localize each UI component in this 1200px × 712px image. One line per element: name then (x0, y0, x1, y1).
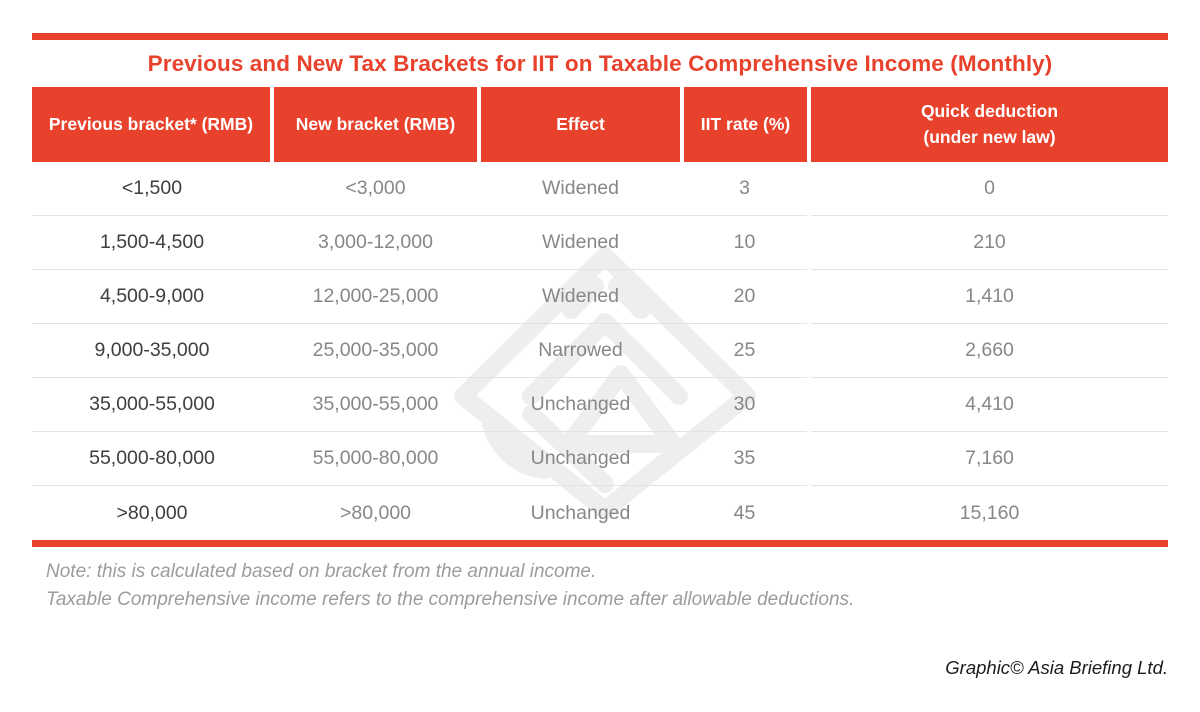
cell: 20 (733, 285, 756, 307)
cell: 3 (739, 177, 750, 199)
cell: 30 (733, 393, 756, 415)
asia-briefing-logo-icon (433, 246, 777, 520)
cell: 1,410 (965, 285, 1014, 307)
row-segment-right: 1,410 (811, 270, 1168, 324)
table-row: >80,000 >80,000 Unchanged 45 15,160 (32, 486, 1168, 540)
cell: 55,000-80,000 (312, 447, 439, 469)
row-segment-right: 4,410 (811, 378, 1168, 432)
row-segment-right: 0 (811, 162, 1168, 216)
cell: 15,160 (959, 501, 1020, 524)
tax-brackets-table: Previous bracket* (RMB) New bracket (RMB… (32, 87, 1168, 540)
cell: 55,000-80,000 (89, 447, 215, 469)
row-segment-left: 1,500-4,500 3,000-12,000 Widened 10 (32, 216, 807, 270)
row-segment-left: <1,500 <3,000 Widened 3 (32, 162, 807, 216)
row-segment-right: 210 (811, 216, 1168, 270)
cell: >80,000 (116, 501, 188, 524)
cell: Narrowed (538, 339, 623, 361)
table-row: 35,000-55,000 35,000-55,000 Unchanged 30 4,4… (32, 378, 1168, 432)
table-row: 1,500-4,500 3,000-12,000 Widened 10 210 (32, 216, 1168, 270)
row-segment-left: 55,000-80,000 55,000-80,000 Unchanged 35 (32, 432, 807, 486)
cell: 3,000-12,000 (318, 231, 433, 253)
cell: Unchanged (530, 501, 631, 524)
title-row: Previous and New Tax Brackets for IIT on… (32, 40, 1168, 87)
row-segment-left: 9,000-35,000 25,000-35,000 Narrowed 25 (32, 324, 807, 378)
table-header-row: Previous bracket* (RMB) New bracket (RMB… (32, 87, 1168, 162)
row-segment-left: 35,000-55,000 35,000-55,000 Unchanged 30 (32, 378, 807, 432)
cell: <3,000 (345, 177, 406, 199)
top-accent-bar (32, 33, 1168, 40)
cell: 25,000-35,000 (312, 339, 439, 361)
cell: 2,660 (965, 339, 1014, 361)
row-segment-right: 15,160 (811, 486, 1168, 540)
cell: 12,000-25,000 (312, 285, 439, 307)
footnotes: Note: this is calculated based on bracke… (32, 547, 1168, 614)
cell: 35 (733, 447, 756, 469)
cell: 35,000-55,000 (89, 393, 215, 415)
cell: 4,410 (965, 393, 1014, 415)
cell: 35,000-55,000 (312, 393, 439, 415)
table-body: <1,500 <3,000 Widened 3 0 1,500-4,500 3,000-12… (32, 162, 1168, 540)
cell: 210 (973, 231, 1006, 253)
table-row: 9,000-35,000 25,000-35,000 Narrowed 25 2,660 (32, 324, 1168, 378)
infographic-canvas: Previous and New Tax Brackets for IIT on… (32, 33, 1168, 614)
table-row: 55,000-80,000 55,000-80,000 Unchanged 35 7,1… (32, 432, 1168, 486)
cell: 1,500-4,500 (99, 231, 205, 253)
cell: Unchanged (530, 447, 631, 469)
note-line-1: Note: this is calculated based on bracke… (46, 561, 597, 582)
cell: 45 (733, 501, 756, 524)
note-line-2: Taxable Comprehensive income refers to t… (46, 589, 855, 610)
graphic-credit: Graphic© Asia Briefing Ltd. (945, 657, 1168, 678)
cell: 4,500-9,000 (99, 285, 205, 307)
cell: 10 (733, 231, 756, 253)
row-segment-left: 4,500-9,000 12,000-25,000 Widened 20 (32, 270, 807, 324)
cell: <1,500 (121, 177, 183, 199)
cell: Unchanged (530, 393, 631, 415)
bottom-accent-bar (32, 540, 1168, 547)
cell: Widened (542, 177, 619, 199)
cell: 7,160 (965, 447, 1014, 469)
row-segment-right: 7,160 (811, 432, 1168, 486)
page-title: Previous and New Tax Brackets for IIT on… (147, 50, 1053, 76)
cell: 9,000-35,000 (94, 339, 210, 361)
cell: Widened (542, 285, 619, 307)
table-row: <1,500 <3,000 Widened 3 0 (32, 162, 1168, 216)
table-row: 4,500-9,000 12,000-25,000 Widened 20 1,410 (32, 270, 1168, 324)
cell: 0 (984, 177, 995, 199)
cell: 25 (733, 339, 756, 361)
column-header-effect: Effect (481, 87, 680, 162)
row-segment-left: >80,000 >80,000 Unchanged 45 (32, 486, 807, 540)
column-header-quick-deduction: Quick deduction (under new law) (811, 87, 1168, 162)
column-header-iit-rate: IIT rate (%) (684, 87, 807, 162)
cell: Widened (542, 231, 619, 253)
column-header-new-bracket: New bracket (RMB) (274, 87, 477, 162)
row-segment-right: 2,660 (811, 324, 1168, 378)
column-header-previous-bracket: Previous bracket* (RMB) (32, 87, 270, 162)
cell: >80,000 (339, 501, 412, 524)
